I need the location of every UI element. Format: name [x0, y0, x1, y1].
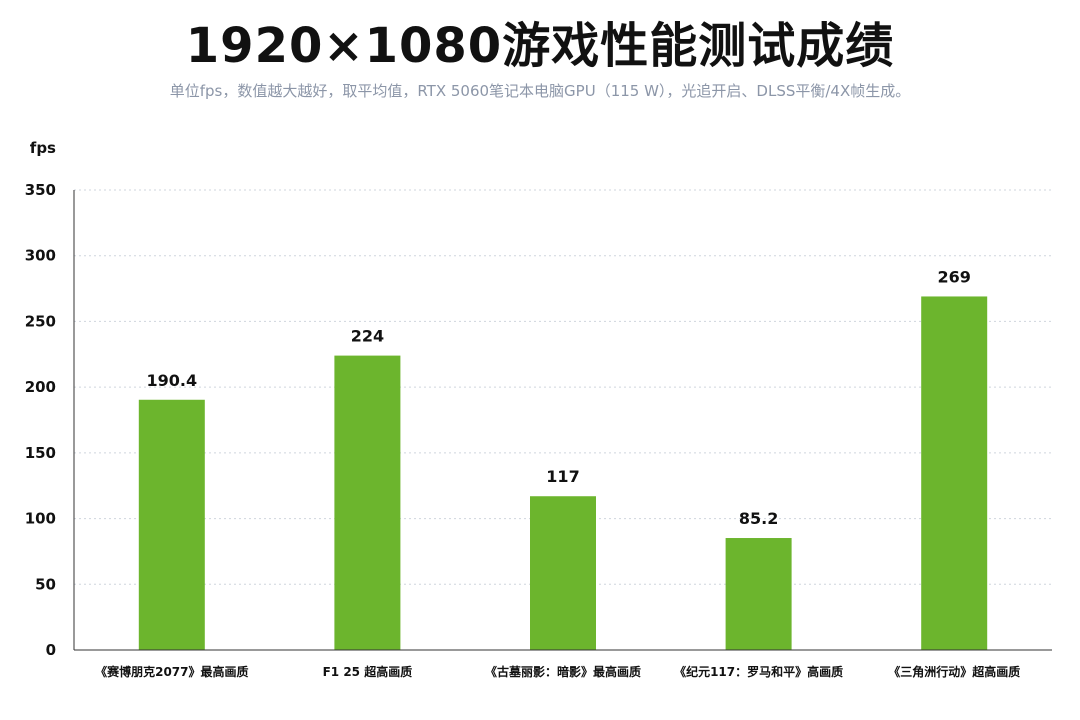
bar-value-label-5: 269: [937, 267, 970, 286]
y-tick-label-0: 0: [46, 641, 56, 659]
gridlines: [74, 189, 1052, 585]
y-tick-label-250: 250: [25, 312, 56, 330]
axes: [73, 190, 1052, 651]
y-tick-label-150: 150: [25, 444, 56, 462]
labels: 0 50 100 150 200 250 300 350 fps 190.4 《赛博朋克2077》最…: [25, 139, 1021, 679]
bars: [138, 296, 988, 650]
y-tick-label-50: 50: [35, 575, 56, 593]
chart-title: 1920×1080游戏性能测试成绩: [185, 18, 895, 74]
y-tick-label-100: 100: [25, 510, 56, 528]
bar-value-label-3: 117: [546, 467, 579, 486]
y-tick-label-350: 350: [25, 181, 56, 199]
bar-1: [138, 399, 205, 650]
y-tick-label-200: 200: [25, 378, 56, 396]
bar-4: [725, 538, 792, 650]
bar-value-label-4: 85.2: [739, 509, 778, 528]
bar-5: [921, 296, 988, 650]
x-category-label-1: 《赛博朋克2077》最高画质: [95, 664, 248, 679]
bar-2: [334, 355, 401, 650]
x-category-label-2: F1 25 超高画质: [323, 664, 413, 679]
bar-value-label-2: 224: [351, 327, 384, 346]
x-category-label-3: 《古墓丽影：暗影》最高画质: [485, 664, 641, 679]
x-category-label-4: 《纪元117：罗马和平》高画质: [674, 664, 843, 679]
x-category-label-5: 《三角洲行动》超高画质: [888, 664, 1020, 679]
y-tick-label-300: 300: [25, 247, 56, 265]
y-axis-unit: fps: [30, 139, 56, 157]
chart-subtitle: 单位fps，数值越大越好，取平均值，RTX 5060笔记本电脑GPU（115 W…: [169, 82, 911, 100]
bar-value-label-1: 190.4: [146, 371, 197, 390]
bar-3: [530, 496, 596, 650]
